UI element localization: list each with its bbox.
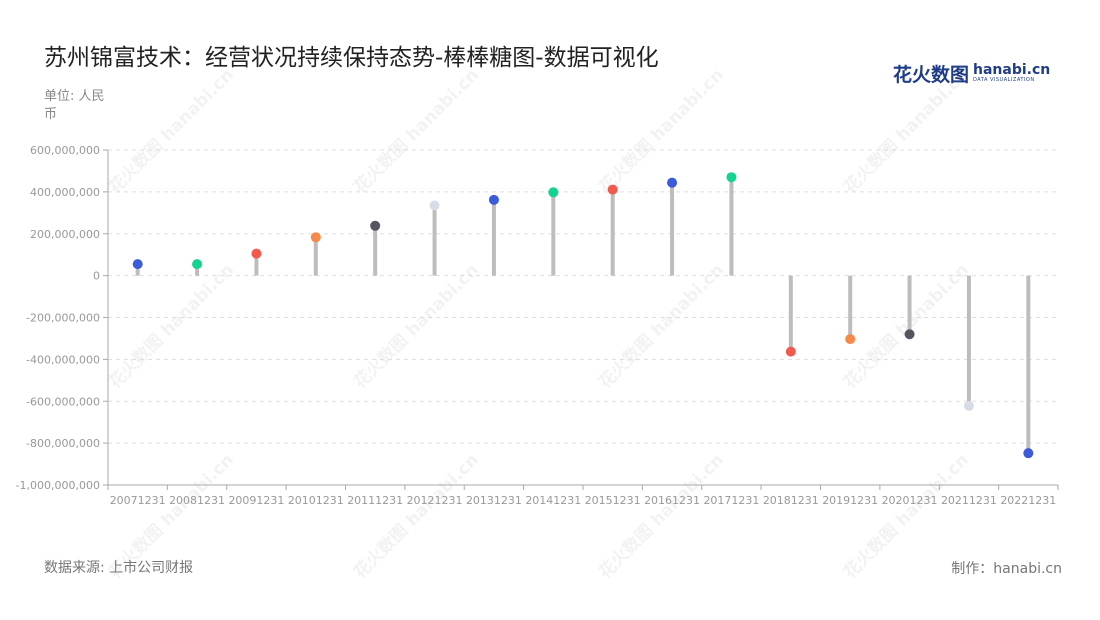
x-tick-label-7: 20141231 <box>525 494 581 507</box>
brand-logo-en-main: hanabi.cn <box>973 62 1051 78</box>
data-source-label: 数据来源: 上市公司财报 <box>44 560 194 576</box>
watermark-text-3: 花火数图 hanabi.cn <box>839 64 972 197</box>
x-tick-label-6: 20131231 <box>466 494 522 507</box>
y-tick-label-4: -200,000,000 <box>26 312 100 325</box>
y-tick-label-8: -1,000,000,000 <box>16 479 100 492</box>
unit-label: 单位: 人民币 <box>44 89 105 122</box>
x-tick-label-4: 20111231 <box>347 494 403 507</box>
lollipop-dot-20191231 <box>845 334 856 345</box>
x-tick-label-2: 20091231 <box>228 494 284 507</box>
lollipop-stems <box>135 177 1031 454</box>
y-tick-label-2: 200,000,000 <box>30 228 100 241</box>
y-tick-label-5: -400,000,000 <box>26 353 100 366</box>
x-tick-label-3: 20101231 <box>288 494 344 507</box>
lollipop-dot-20161231 <box>667 177 678 188</box>
watermark-text-6: 花火数图 hanabi.cn <box>594 259 727 392</box>
lollipop-dots <box>132 172 1034 459</box>
watermark-text-5: 花火数图 hanabi.cn <box>349 259 482 392</box>
chart-title: 苏州锦富技术：经营状况持续保持态势-棒棒糖图-数据可视化 <box>44 45 659 71</box>
lollipop-dot-20211231 <box>963 400 974 411</box>
lollipop-dot-20181231 <box>785 346 796 357</box>
brand-logo: 花火数图 hanabi.cn DATA VISUALIZATION <box>893 58 1050 88</box>
x-tick-label-8: 20151231 <box>585 494 641 507</box>
lollipop-dot-20221231 <box>1023 448 1034 459</box>
lollipop-dot-20131231 <box>488 194 499 205</box>
x-tick-label-0: 20071231 <box>110 494 166 507</box>
x-tick-label-12: 20191231 <box>822 494 878 507</box>
watermark-text-2: 花火数图 hanabi.cn <box>594 64 727 197</box>
y-tick-label-0: 600,000,000 <box>30 144 100 157</box>
brand-logo-en-sub: DATA VISUALIZATION <box>973 77 1035 83</box>
watermark-text-9: 花火数图 hanabi.cn <box>349 449 482 582</box>
y-tick-label-3: 0 <box>93 270 100 283</box>
x-axis: 20071231 20081231 20091231 20101231 20111231… <box>107 484 1059 507</box>
brand-logo-cn: 花火数图 <box>893 63 970 86</box>
x-tick-label-10: 20171231 <box>703 494 759 507</box>
y-axis: 600,000,000 400,000,000 200,000,000 0 -200,0… <box>16 144 109 492</box>
lollipop-dot-20201231 <box>904 329 915 340</box>
lollipop-dot-20101231 <box>310 232 321 243</box>
credit-label: 制作：hanabi.cn <box>951 561 1062 577</box>
y-tick-label-6: -600,000,000 <box>26 395 100 408</box>
watermark-text-4: 花火数图 hanabi.cn <box>104 259 237 392</box>
brand-logo-en: hanabi.cn DATA VISUALIZATION <box>973 63 1050 83</box>
x-tick-label-15: 20221231 <box>1000 494 1056 507</box>
x-tick-label-5: 20121231 <box>407 494 463 507</box>
lollipop-dot-20141231 <box>548 187 559 198</box>
lollipop-dot-20111231 <box>370 220 381 231</box>
watermark-text-7: 花火数图 hanabi.cn <box>839 259 972 392</box>
x-tick-label-9: 20161231 <box>644 494 700 507</box>
x-tick-label-13: 20201231 <box>882 494 938 507</box>
y-tick-label-1: 400,000,000 <box>30 186 100 199</box>
lollipop-dot-20071231 <box>132 259 143 270</box>
x-tick-label-11: 20181231 <box>763 494 819 507</box>
lollipop-dot-20151231 <box>607 184 618 195</box>
lollipop-dot-20081231 <box>192 259 203 270</box>
watermark-text-1: 花火数图 hanabi.cn <box>349 64 482 197</box>
watermark-text-0: 花火数图 hanabi.cn <box>104 64 237 197</box>
x-tick-label-14: 20211231 <box>941 494 997 507</box>
lollipop-dot-20121231 <box>429 200 440 211</box>
y-tick-label-7: -800,000,000 <box>26 437 100 450</box>
lollipop-dot-20091231 <box>251 248 262 259</box>
watermark-text-10: 花火数图 hanabi.cn <box>594 449 727 582</box>
lollipop-dot-20171231 <box>726 172 737 183</box>
x-tick-label-1: 20081231 <box>169 494 225 507</box>
